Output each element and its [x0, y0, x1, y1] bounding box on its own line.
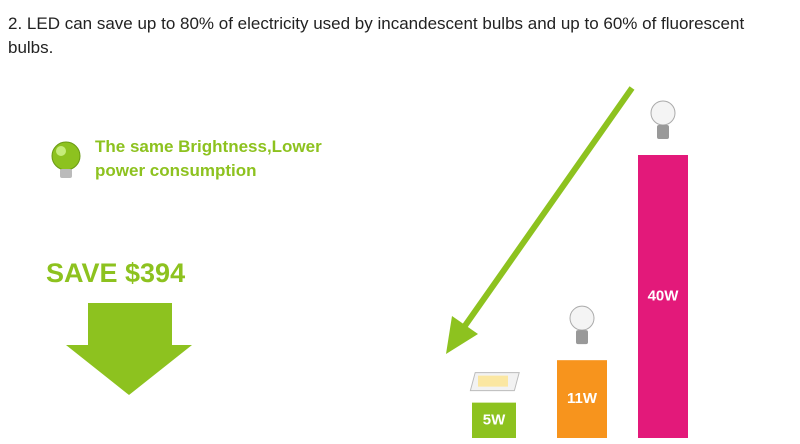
down-arrow — [66, 303, 192, 395]
value-label: 40W — [648, 287, 680, 304]
bar — [638, 155, 688, 438]
bulb-glass — [569, 305, 595, 331]
bulb-base — [657, 125, 669, 139]
bulb-icon — [650, 100, 676, 139]
diagonal-arrow — [446, 86, 635, 354]
title: 2. LED can save up to 80% of electricity… — [8, 14, 745, 57]
led-icon — [469, 372, 520, 392]
bulb-icon — [51, 141, 81, 178]
bar — [472, 402, 516, 438]
callout: The same Brightness,Lower power consumpt… — [95, 137, 322, 180]
savings: SAVE $394 — [46, 258, 186, 288]
bar — [557, 360, 607, 438]
value-label: 11W — [567, 390, 598, 407]
bulb-glass — [650, 100, 676, 126]
bulb-icon — [569, 305, 595, 345]
led-light — [478, 375, 508, 387]
bulb-base — [576, 330, 588, 345]
value-label: 5W — [483, 411, 506, 428]
